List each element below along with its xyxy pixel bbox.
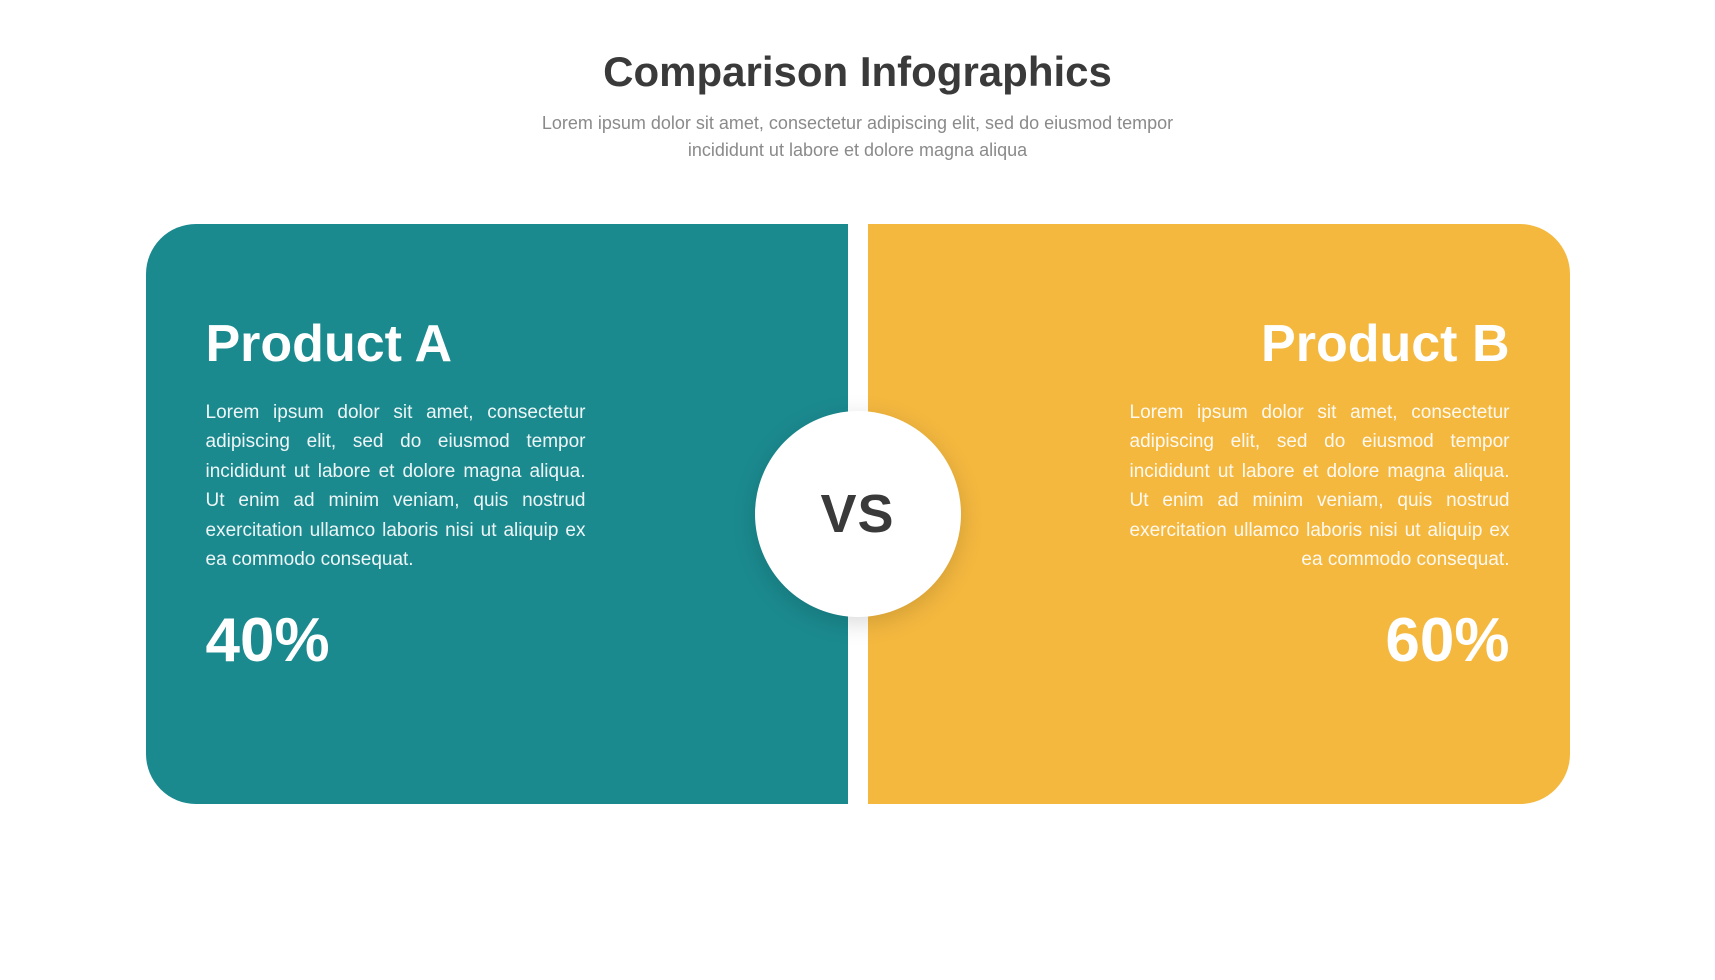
header: Comparison Infographics Lorem ipsum dolo… <box>0 0 1715 164</box>
panel-b-percentage: 60% <box>928 605 1510 676</box>
vs-badge: VS <box>755 411 961 617</box>
panel-product-a: Product A Lorem ipsum dolor sit amet, co… <box>146 224 848 804</box>
comparison-container: Product A Lorem ipsum dolor sit amet, co… <box>146 224 1570 804</box>
panel-a-percentage: 40% <box>206 605 788 676</box>
page-title: Comparison Infographics <box>0 48 1715 96</box>
panel-a-title: Product A <box>206 314 788 374</box>
vs-label: VS <box>820 483 894 545</box>
page-subtitle: Lorem ipsum dolor sit amet, consectetur … <box>508 110 1208 164</box>
panel-a-body: Lorem ipsum dolor sit amet, consectetur … <box>206 398 586 575</box>
panel-b-title: Product B <box>928 314 1510 374</box>
panel-product-b: Product B Lorem ipsum dolor sit amet, co… <box>868 224 1570 804</box>
panel-b-body: Lorem ipsum dolor sit amet, consectetur … <box>1130 398 1510 575</box>
